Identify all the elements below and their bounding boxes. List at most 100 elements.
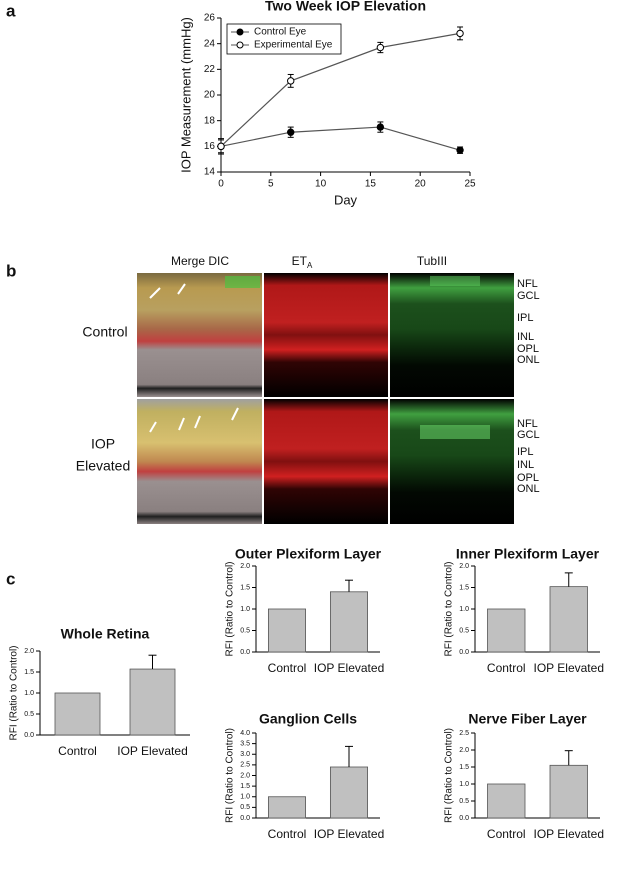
legend-label: Control Eye (254, 27, 307, 38)
y-axis-label: RFI (Ratio to Control) (9, 645, 20, 740)
y-tick-label: 1.5 (459, 584, 469, 591)
x-tick-label: Control (58, 744, 97, 758)
y-tick-label: 16 (204, 141, 216, 152)
layer-label: IPL (517, 446, 534, 458)
y-tick-label: 20 (204, 90, 216, 101)
layer-label: OPL (517, 472, 539, 484)
y-axis-label: RFI (Ratio to Control) (225, 561, 236, 656)
panel-label: b (6, 261, 16, 280)
bar (129, 668, 176, 736)
y-tick-label: 0.5 (240, 627, 250, 634)
error-bar (564, 750, 573, 766)
layer-label: ONL (517, 354, 540, 366)
y-tick-label: 0.0 (24, 732, 34, 739)
y-tick-label: 22 (204, 64, 216, 75)
marker (287, 128, 295, 136)
micrograph (137, 273, 262, 397)
column-header: Merge DIC (171, 254, 229, 268)
y-tick-label: 2.0 (459, 747, 469, 754)
chart-title: Two Week IOP Elevation (265, 0, 426, 14)
bar (549, 764, 588, 819)
y-tick-label: 2.0 (240, 563, 250, 570)
bar (329, 591, 368, 653)
x-tick-label: 25 (464, 179, 476, 190)
stain (420, 425, 490, 439)
layer-label: GCL (517, 290, 540, 302)
y-tick-label: 0.5 (459, 627, 469, 634)
y-tick-label: 14 (204, 167, 216, 178)
layer-label: INL (517, 331, 534, 343)
x-tick-label: Control (268, 827, 307, 841)
y-tick-label: 3.5 (240, 740, 250, 747)
y-tick-label: 1.0 (240, 794, 250, 801)
stain (430, 276, 480, 286)
stain (225, 276, 260, 288)
error-bar (345, 579, 353, 592)
y-tick-label: 3.0 (240, 751, 250, 758)
y-tick-label: 18 (204, 115, 216, 126)
y-tick-label: 0.0 (459, 649, 469, 656)
bar (487, 608, 526, 653)
y-tick-label: 2.0 (240, 772, 250, 779)
chart-title: Inner Plexiform Layer (456, 546, 600, 562)
chart-title: Outer Plexiform Layer (235, 546, 382, 562)
y-tick-label: 1.5 (240, 783, 250, 790)
y-tick-label: 1.5 (24, 669, 34, 676)
series-line (220, 32, 461, 147)
y-tick-label: 2.0 (459, 563, 469, 570)
y-tick-label: 0.5 (24, 711, 34, 718)
micrograph (390, 399, 514, 524)
column-header-text: ET (292, 254, 308, 268)
error-bar (345, 745, 353, 767)
error-bar (148, 654, 157, 670)
y-tick-label: 2.5 (459, 730, 469, 737)
x-tick-label: IOP Elevated (314, 661, 385, 675)
x-tick-label: 0 (218, 179, 224, 190)
chart-title: Whole Retina (61, 626, 150, 642)
legend-label: Experimental Eye (254, 40, 333, 51)
micrographs: Merge DIC ETA TubIII Control IOP Elevate… (76, 254, 514, 524)
chart-title: Nerve Fiber Layer (468, 711, 587, 727)
y-tick-label: 0.5 (240, 804, 250, 811)
layer-label: INL (517, 459, 534, 471)
y-tick-label: 24 (204, 38, 216, 49)
y-tick-label: 1.0 (459, 606, 469, 613)
x-tick-label: IOP Elevated (534, 661, 605, 675)
bar (549, 586, 588, 653)
x-tick-label: 20 (415, 179, 427, 190)
x-tick-label: IOP Elevated (534, 827, 605, 841)
marker (376, 43, 385, 52)
column-header: ETA (292, 254, 313, 270)
panel-label: c (6, 569, 15, 588)
row-label: Elevated (76, 458, 130, 474)
layer-label: NFL (517, 278, 538, 290)
x-tick-label: IOP Elevated (117, 744, 188, 758)
layer-label: IPL (517, 312, 534, 324)
y-axis-label: RFI (Ratio to Control) (444, 728, 455, 823)
chart-title: Ganglion Cells (259, 711, 357, 727)
row-label: IOP (91, 436, 115, 452)
y-tick-label: 0.0 (240, 649, 250, 656)
x-tick-label: 5 (268, 179, 274, 190)
x-tick-label: Control (487, 827, 526, 841)
y-tick-label: 1.0 (24, 690, 34, 697)
bar (329, 766, 368, 819)
x-tick-label: 15 (365, 179, 377, 190)
y-tick-label: 1.0 (459, 781, 469, 788)
legend-marker (236, 28, 244, 36)
x-axis-label: Day (334, 192, 358, 207)
marker (287, 77, 295, 85)
x-tick-label: Control (268, 661, 307, 675)
y-tick-label: 2.5 (240, 762, 250, 769)
y-tick-label: 0.0 (240, 815, 250, 822)
x-tick-label: Control (487, 661, 526, 675)
micrograph (390, 273, 514, 397)
layer-label: ONL (517, 483, 540, 495)
bar (54, 692, 101, 736)
y-tick-label: 0.5 (459, 798, 469, 805)
y-tick-label: 2.0 (24, 648, 34, 655)
layer-label: NFL (517, 418, 538, 430)
bar (487, 783, 526, 819)
row-label: Control (82, 324, 127, 340)
